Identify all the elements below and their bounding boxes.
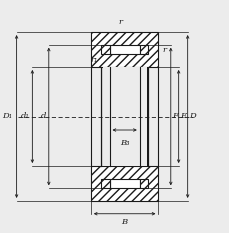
Bar bbox=[101, 179, 109, 188]
Text: d₁: d₁ bbox=[21, 113, 30, 120]
Text: D: D bbox=[188, 113, 195, 120]
Text: B: B bbox=[121, 218, 127, 226]
Text: F: F bbox=[172, 113, 177, 120]
Text: D₁: D₁ bbox=[3, 113, 13, 120]
Bar bbox=[90, 32, 158, 67]
Text: B₃: B₃ bbox=[119, 139, 129, 147]
Bar bbox=[109, 179, 139, 188]
Bar bbox=[139, 45, 147, 54]
Bar bbox=[109, 45, 139, 54]
Bar bbox=[90, 166, 158, 201]
Text: r: r bbox=[162, 45, 166, 54]
Bar bbox=[101, 45, 109, 54]
Text: d: d bbox=[41, 113, 46, 120]
Bar bbox=[139, 179, 147, 188]
Bar bbox=[102, 67, 146, 166]
Text: r₁: r₁ bbox=[90, 56, 98, 64]
Text: E: E bbox=[180, 113, 185, 120]
Text: r: r bbox=[118, 18, 122, 27]
